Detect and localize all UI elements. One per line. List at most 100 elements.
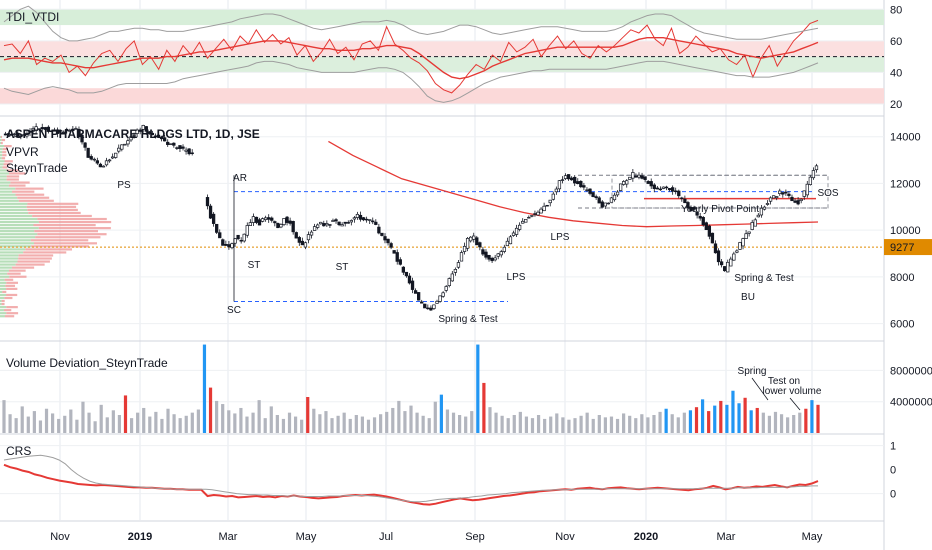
vpvr-bar — [0, 163, 4, 165]
price-tick-label: 6000 — [890, 319, 914, 331]
volume-bar — [227, 410, 230, 433]
candle-body — [644, 177, 647, 180]
candle-body — [368, 220, 371, 221]
vpvr-label: VPVR — [6, 145, 39, 159]
candle-body — [457, 263, 460, 268]
candle-body — [454, 269, 457, 272]
candle-body — [788, 194, 791, 195]
vpvr-bar — [12, 191, 34, 193]
vpvr-bar — [0, 175, 7, 177]
tdi-panel[interactable] — [0, 6, 884, 104]
candle-body — [292, 221, 295, 231]
volume-bar — [270, 406, 273, 433]
candle-body — [794, 201, 797, 202]
candle-body — [475, 238, 478, 245]
volume-bar — [300, 420, 303, 433]
volume-bar — [166, 409, 169, 433]
volume-bar — [561, 417, 564, 433]
vpvr-bar — [0, 303, 2, 305]
candle-body — [549, 200, 552, 203]
candle-body — [647, 181, 650, 183]
volume-bar — [306, 397, 309, 433]
vpvr-bar — [0, 276, 9, 278]
volume-bar — [215, 401, 218, 433]
candle-body — [338, 222, 341, 225]
vpvr-bar — [7, 273, 20, 275]
candle-body — [769, 198, 772, 201]
vpvr-bar — [0, 257, 18, 259]
candle-body — [402, 267, 405, 272]
vpvr-bar — [17, 260, 49, 262]
candle-body — [283, 218, 286, 224]
candle-body — [806, 184, 809, 195]
vpvr-bar — [34, 242, 97, 244]
volume-bar — [318, 414, 321, 433]
candle-body — [289, 221, 292, 223]
volume-bar — [665, 409, 668, 433]
candle-body — [656, 188, 659, 189]
volume-bar — [112, 410, 115, 433]
vpvr-bar — [0, 166, 3, 168]
test-annotation-line2: lower volume — [763, 386, 822, 397]
candle-body — [173, 143, 176, 145]
candle-body — [93, 159, 96, 160]
crs-title: CRS — [6, 444, 31, 458]
candle-body — [748, 232, 751, 233]
candle-body — [381, 233, 384, 235]
candle-body — [754, 220, 757, 226]
vpvr-bar — [0, 200, 19, 202]
vpvr-bar — [34, 230, 98, 232]
candle-body — [619, 184, 622, 191]
vpvr-bar — [0, 242, 34, 244]
candle-body — [371, 221, 374, 222]
candle-body — [341, 225, 344, 226]
vpvr-bar — [0, 224, 33, 226]
volume-bar — [87, 413, 90, 433]
volume-bar — [361, 417, 364, 433]
candle-body — [668, 188, 671, 189]
candle-body — [191, 153, 194, 154]
candle-body — [102, 166, 105, 167]
candle-body — [629, 177, 632, 179]
candle-body — [405, 272, 408, 276]
vpvr-bar — [0, 151, 2, 153]
vpvr-bar — [0, 248, 25, 250]
vpvr-bar — [0, 315, 5, 317]
candle-body — [396, 253, 399, 262]
candle-body — [809, 177, 812, 184]
volume-bar — [2, 400, 5, 433]
vpvr-bar — [19, 254, 54, 256]
volume-bar — [671, 414, 674, 433]
candle-body — [638, 175, 641, 177]
candle-body — [521, 221, 524, 223]
vpvr-bar — [2, 291, 6, 293]
vpvr-bar — [10, 181, 29, 183]
candle-body — [329, 225, 332, 226]
volume-bar — [458, 415, 461, 433]
volume-bar — [245, 417, 248, 433]
candle-body — [665, 187, 668, 188]
vpvr-bar — [0, 251, 23, 253]
candle-body — [362, 218, 365, 220]
candle-body — [264, 218, 267, 220]
candle-body — [436, 301, 439, 303]
candle-body — [512, 233, 515, 236]
candle-body — [580, 181, 583, 186]
volume-bar — [130, 418, 133, 433]
volume-bar — [604, 417, 607, 433]
candle-body — [105, 161, 108, 165]
vpvr-bar — [27, 206, 76, 208]
candle-body — [261, 219, 264, 222]
vpvr-bar — [9, 276, 26, 278]
candle-body — [711, 233, 714, 243]
vpvr-bar — [37, 233, 106, 235]
volume-bar — [118, 415, 121, 433]
vpvr-bar — [2, 139, 5, 141]
vpvr-bar — [0, 306, 6, 308]
vpvr-bar — [0, 312, 6, 314]
volume-bar — [519, 412, 522, 433]
candle-body — [778, 191, 781, 194]
candle-body — [417, 292, 420, 300]
vpvr-bar — [2, 157, 5, 159]
